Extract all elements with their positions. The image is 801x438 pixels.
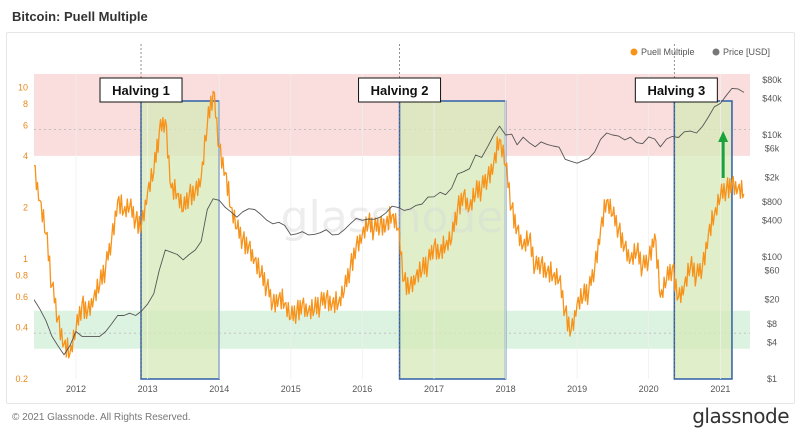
x-tick-label: 2013 xyxy=(138,384,158,394)
legend-marker xyxy=(712,48,720,56)
y-left-tick-label: 0.2 xyxy=(15,374,28,384)
legend-label: Price [USD] xyxy=(723,47,770,57)
y-left-tick-label: 1 xyxy=(23,254,28,264)
price-usd-line xyxy=(34,87,745,356)
y-right-tick-label: $800 xyxy=(762,197,782,207)
y-right-tick-label: $80k xyxy=(762,75,782,85)
halving-label-box-2 xyxy=(358,77,442,103)
legend-marker xyxy=(630,48,638,56)
x-tick-label: 2016 xyxy=(352,384,372,394)
y-right-tick-label: $20 xyxy=(764,295,779,305)
chart-frame xyxy=(6,32,795,404)
y-left-tick-label: 0.6 xyxy=(15,292,28,302)
x-tick-label: 2015 xyxy=(281,384,301,394)
x-tick-label: 2019 xyxy=(567,384,587,394)
y-left-tick-label: 2 xyxy=(23,202,28,212)
y-right-tick-label: $8 xyxy=(767,319,777,329)
y-right-tick-label: $6k xyxy=(765,144,780,154)
y-right-tick-label: $1 xyxy=(767,374,777,384)
halving-label-box-3 xyxy=(634,77,718,103)
y-left-tick-label: 0.4 xyxy=(15,322,28,332)
annotation-layer: Halving 1 Halving 2 Halving 3 xyxy=(99,77,729,178)
x-tick-label: 2018 xyxy=(496,384,516,394)
halving-label-1: Halving 1 xyxy=(112,83,170,98)
x-tick-label: 2020 xyxy=(639,384,659,394)
halving-label-box-1 xyxy=(99,77,183,103)
y-right-tick-label: $400 xyxy=(762,215,782,225)
halving-label-3: Halving 3 xyxy=(647,83,705,98)
y-right-tick-label: $40k xyxy=(762,93,782,103)
legend-label: Puell Multiple xyxy=(641,47,695,57)
copyright-text: © 2021 Glassnode. All Rights Reserved. xyxy=(12,412,191,423)
y-right-tick-label: $4 xyxy=(767,337,777,347)
y-right-tick-label: $2k xyxy=(765,173,780,183)
x-tick-label: 2014 xyxy=(209,384,229,394)
x-tick-label: 2017 xyxy=(424,384,444,394)
green-arrow-head xyxy=(718,131,729,142)
halving-box-2 xyxy=(399,101,506,379)
series-layer xyxy=(34,87,745,359)
halving-box-1 xyxy=(141,101,220,379)
y-left-tick-label: 8 xyxy=(23,99,28,109)
x-tick-label: 2021 xyxy=(710,384,730,394)
page-title: Bitcoin: Puell Multiple xyxy=(12,9,148,24)
y-right-tick-label: $60 xyxy=(764,266,779,276)
brand-logo-text: glassnode xyxy=(692,404,789,428)
halving-label-2: Halving 2 xyxy=(371,83,429,98)
y-left-tick-label: 10 xyxy=(18,83,28,93)
axis-layer: 0.2 0.4 0.6 0.8 1 2 4 6 8 10 $1 $4 $8 $20 $60 $100 $400 $… xyxy=(15,75,782,394)
x-tick-label: 2012 xyxy=(66,384,86,394)
halving-layer xyxy=(140,44,733,380)
y-right-tick-label: $100 xyxy=(762,252,782,262)
chart-legend: Puell Multiple Price [USD] xyxy=(630,47,770,57)
y-left-tick-label: 0.8 xyxy=(15,271,28,281)
y-left-tick-label: 4 xyxy=(23,151,28,161)
y-right-tick-label: $10k xyxy=(762,130,782,140)
grid-layer xyxy=(75,74,721,379)
y-left-tick-label: 6 xyxy=(23,121,28,131)
puell-multiple-line xyxy=(34,90,745,359)
